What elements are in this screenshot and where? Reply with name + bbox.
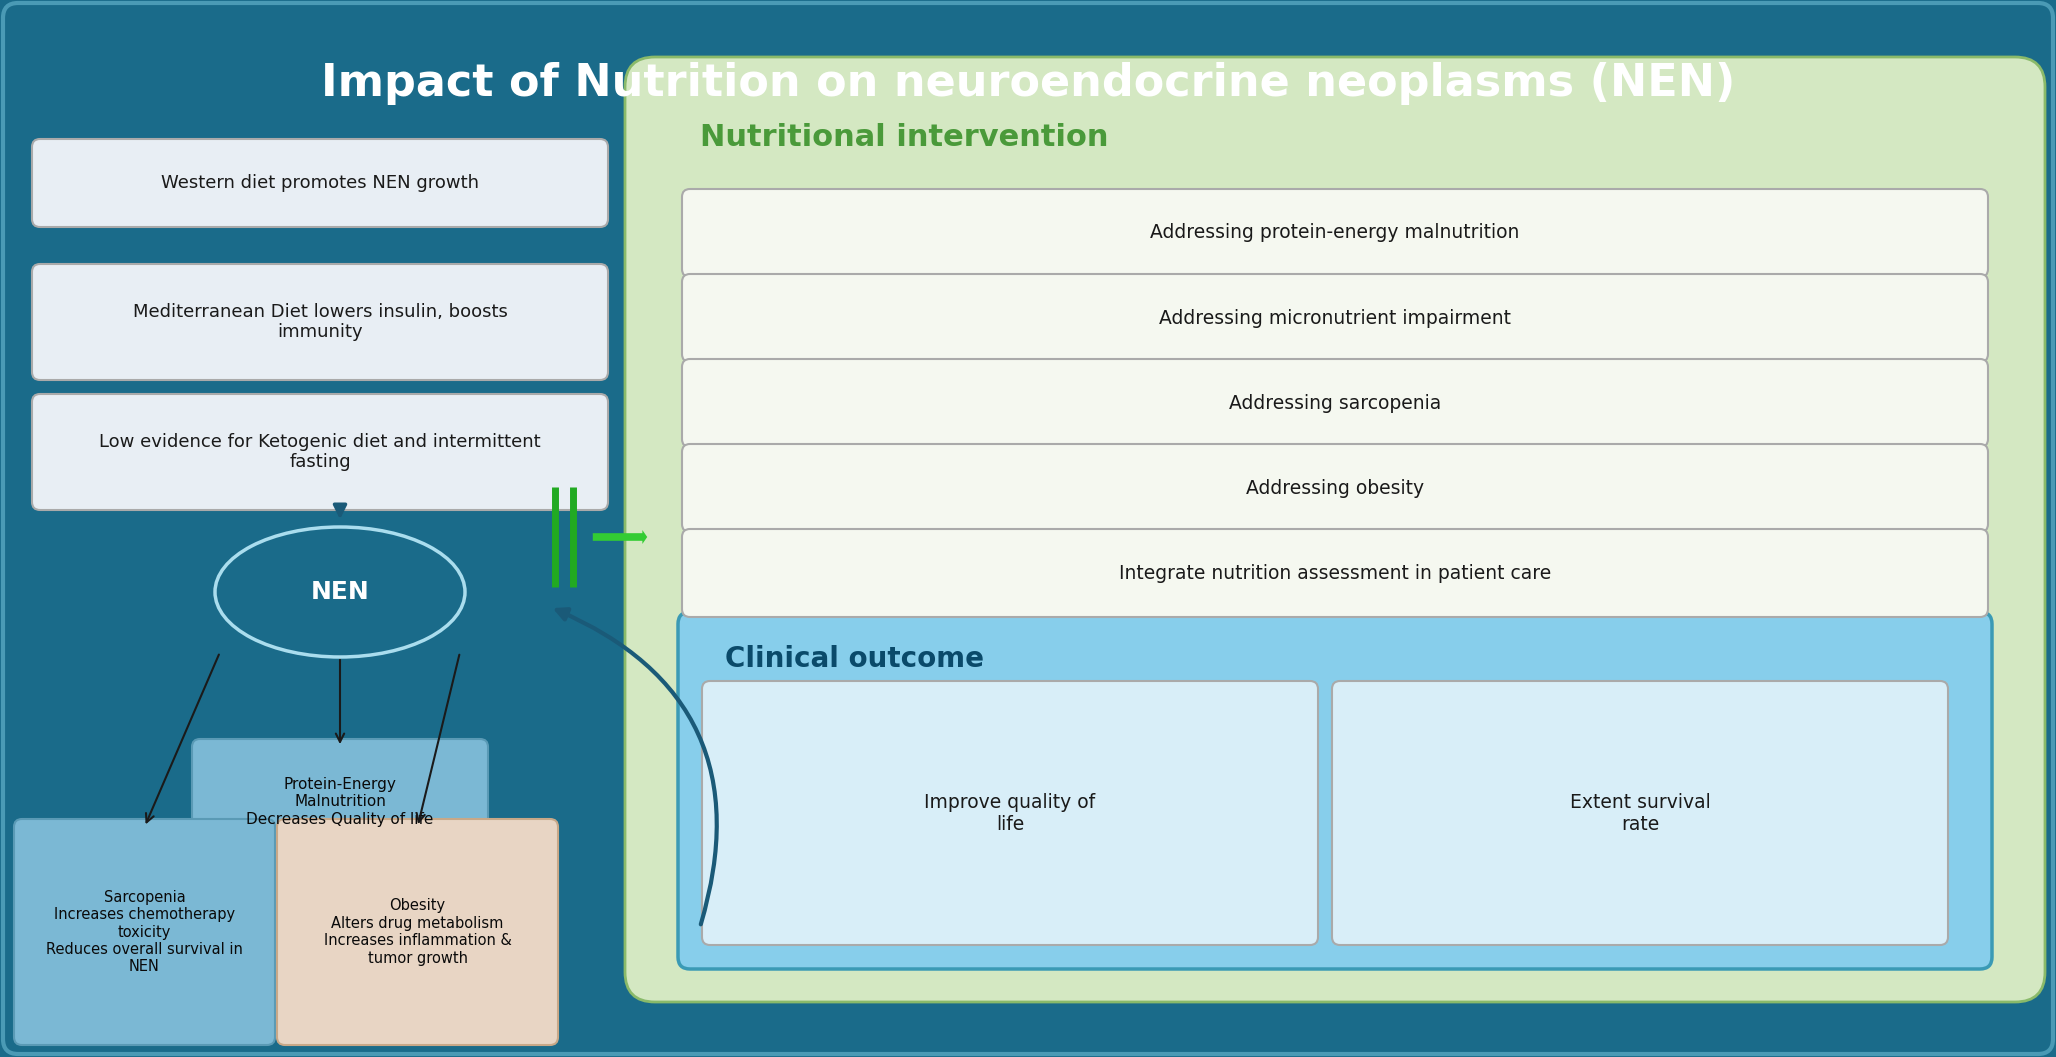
Text: Integrate nutrition assessment in patient care: Integrate nutrition assessment in patien… xyxy=(1118,563,1550,582)
FancyBboxPatch shape xyxy=(14,819,276,1045)
FancyBboxPatch shape xyxy=(683,528,1988,617)
FancyBboxPatch shape xyxy=(33,264,609,381)
FancyBboxPatch shape xyxy=(33,394,609,509)
FancyBboxPatch shape xyxy=(2,3,2054,1054)
Text: Western diet promotes NEN growth: Western diet promotes NEN growth xyxy=(160,174,479,192)
Ellipse shape xyxy=(216,527,465,657)
FancyBboxPatch shape xyxy=(683,189,1988,277)
FancyBboxPatch shape xyxy=(33,140,609,227)
Text: NEN: NEN xyxy=(310,580,370,604)
Text: Impact of Nutrition on neuroendocrine neoplasms (NEN): Impact of Nutrition on neuroendocrine ne… xyxy=(321,62,1735,105)
Text: Improve quality of
life: Improve quality of life xyxy=(925,793,1096,834)
Text: Addressing sarcopenia: Addressing sarcopenia xyxy=(1229,393,1441,412)
FancyBboxPatch shape xyxy=(683,274,1988,361)
FancyBboxPatch shape xyxy=(678,612,1992,969)
FancyBboxPatch shape xyxy=(683,444,1988,532)
Text: Addressing micronutrient impairment: Addressing micronutrient impairment xyxy=(1160,309,1511,328)
FancyBboxPatch shape xyxy=(1332,681,1947,945)
Text: Low evidence for Ketogenic diet and intermittent
fasting: Low evidence for Ketogenic diet and inte… xyxy=(99,432,541,471)
Text: Addressing obesity: Addressing obesity xyxy=(1246,479,1425,498)
Text: Mediterranean Diet lowers insulin, boosts
immunity: Mediterranean Diet lowers insulin, boost… xyxy=(132,302,508,341)
Text: Nutritional intervention: Nutritional intervention xyxy=(699,123,1108,151)
Text: Sarcopenia
Increases chemotherapy
toxicity
Reduces overall survival in
NEN: Sarcopenia Increases chemotherapy toxici… xyxy=(45,890,243,975)
Text: Clinical outcome: Clinical outcome xyxy=(726,645,985,673)
Text: Obesity
Alters drug metabolism
Increases inflammation &
tumor growth: Obesity Alters drug metabolism Increases… xyxy=(323,898,512,966)
FancyBboxPatch shape xyxy=(278,819,557,1045)
FancyBboxPatch shape xyxy=(701,681,1318,945)
FancyBboxPatch shape xyxy=(191,739,487,865)
FancyBboxPatch shape xyxy=(683,359,1988,447)
Text: Protein-Energy
Malnutrition
Decreases Quality of life: Protein-Energy Malnutrition Decreases Qu… xyxy=(247,777,434,827)
Text: Extent survival
rate: Extent survival rate xyxy=(1569,793,1711,834)
FancyBboxPatch shape xyxy=(625,57,2046,1002)
Text: Addressing protein-energy malnutrition: Addressing protein-energy malnutrition xyxy=(1149,223,1519,242)
